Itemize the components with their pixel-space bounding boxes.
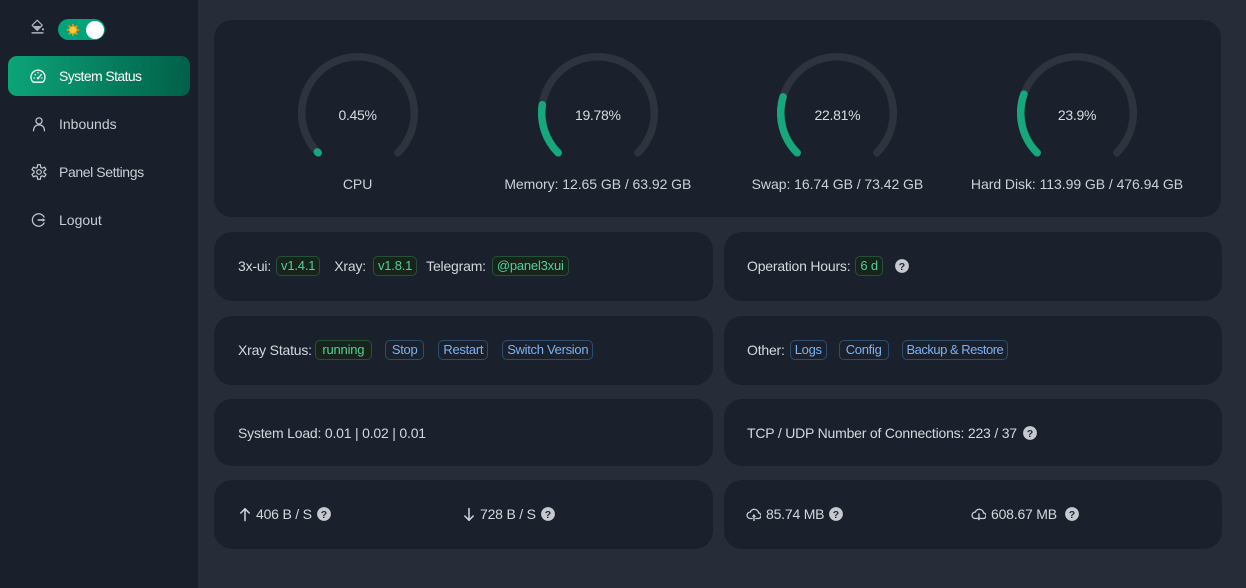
- svg-text:?: ?: [1027, 427, 1033, 439]
- svg-text:?: ?: [833, 509, 839, 521]
- svg-text:?: ?: [321, 509, 327, 521]
- svg-text:?: ?: [545, 509, 551, 521]
- svg-text:?: ?: [899, 261, 905, 273]
- svg-text:?: ?: [1069, 509, 1075, 521]
